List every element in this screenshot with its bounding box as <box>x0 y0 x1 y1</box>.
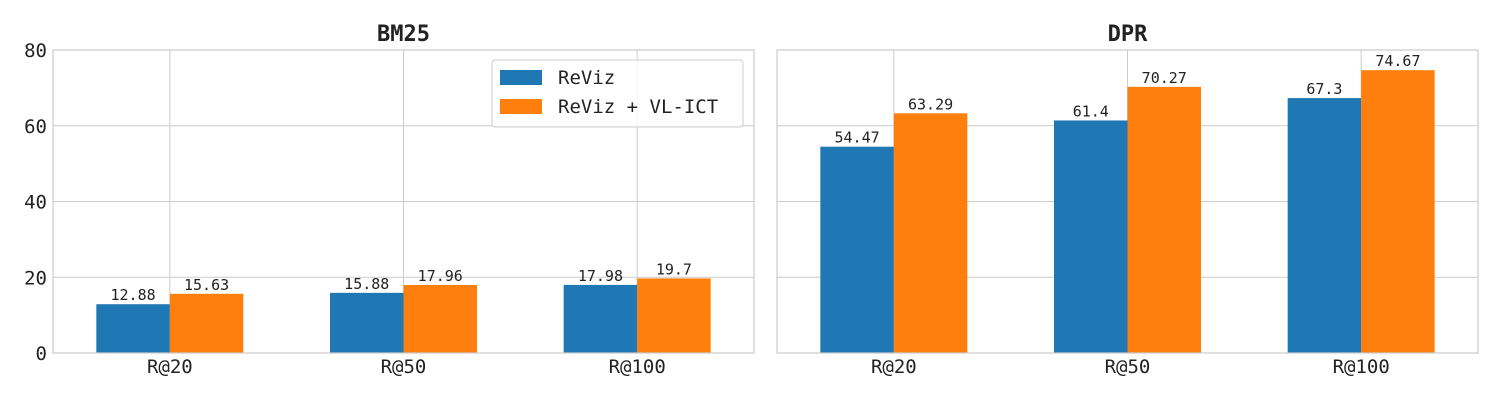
plot-frame <box>52 49 755 354</box>
bar-reviz-r100 <box>563 284 638 353</box>
y-tick-label: 20 <box>24 267 47 289</box>
bar-value-label: 74.67 <box>1375 52 1420 70</box>
bar-reviz-vl-ict-r20 <box>893 113 968 353</box>
bar-value-label: 61.4 <box>1073 102 1109 120</box>
bar-value-label: 17.96 <box>418 267 463 285</box>
legend-swatch <box>500 99 542 114</box>
bar-value-label: 17.98 <box>578 267 623 285</box>
x-tick-label: R@50 <box>381 356 427 378</box>
bar-value-label: 54.47 <box>835 129 880 147</box>
y-tick-label: 80 <box>24 40 47 62</box>
bar-reviz-r50 <box>1054 120 1128 353</box>
bar-value-label: 15.63 <box>184 276 229 294</box>
x-tick-label: R@100 <box>1333 356 1390 378</box>
legend-swatch <box>500 70 542 85</box>
bar-reviz-r50 <box>330 292 404 353</box>
y-tick-label: 40 <box>24 192 47 214</box>
legend-box <box>491 59 744 128</box>
legend: ReViz ReViz + VL-ICT <box>491 59 744 128</box>
chart-panel-1: 0 20 40 60 80 12.88 15.88 17.98 15.63 17.96 19.7 R@… <box>24 22 755 378</box>
chart-title: DPR <box>1108 22 1148 47</box>
bar-value-label: 19.7 <box>656 260 692 278</box>
x-tick-label: R@20 <box>147 356 193 378</box>
bar-reviz-r100 <box>1287 98 1362 353</box>
x-tick-label: R@20 <box>871 356 917 378</box>
bar-reviz-vl-ict-r100 <box>637 278 711 353</box>
bar-value-label: 67.3 <box>1306 80 1342 98</box>
bar-value-label: 70.27 <box>1142 69 1187 87</box>
bar-value-label: 15.88 <box>344 275 389 293</box>
chart-title: BM25 <box>377 22 430 47</box>
x-tick-label: R@50 <box>1105 356 1151 378</box>
legend-label: ReViz + VL-ICT <box>558 96 718 118</box>
bar-value-label: 63.29 <box>908 95 953 113</box>
bar-reviz-r20 <box>820 146 894 353</box>
bar-reviz-vl-ict-r50 <box>1127 86 1201 354</box>
x-tick-label: R@100 <box>609 356 666 378</box>
legend-label: ReViz <box>558 67 615 89</box>
bar-reviz-r20 <box>96 304 170 353</box>
y-tick-label: 0 <box>36 343 47 365</box>
bar-value-label: 12.88 <box>111 286 156 304</box>
y-tick-label: 60 <box>24 116 47 138</box>
chart-panel-2: 54.47 61.4 67.3 63.29 70.27 74.67 R@20 R@50 R@10… <box>776 22 1479 378</box>
plot-frame <box>776 49 1479 354</box>
bar-reviz-vl-ict-r50 <box>403 284 477 353</box>
bar-reviz-vl-ict-r100 <box>1361 70 1435 353</box>
bar-reviz-vl-ict-r20 <box>169 293 244 353</box>
